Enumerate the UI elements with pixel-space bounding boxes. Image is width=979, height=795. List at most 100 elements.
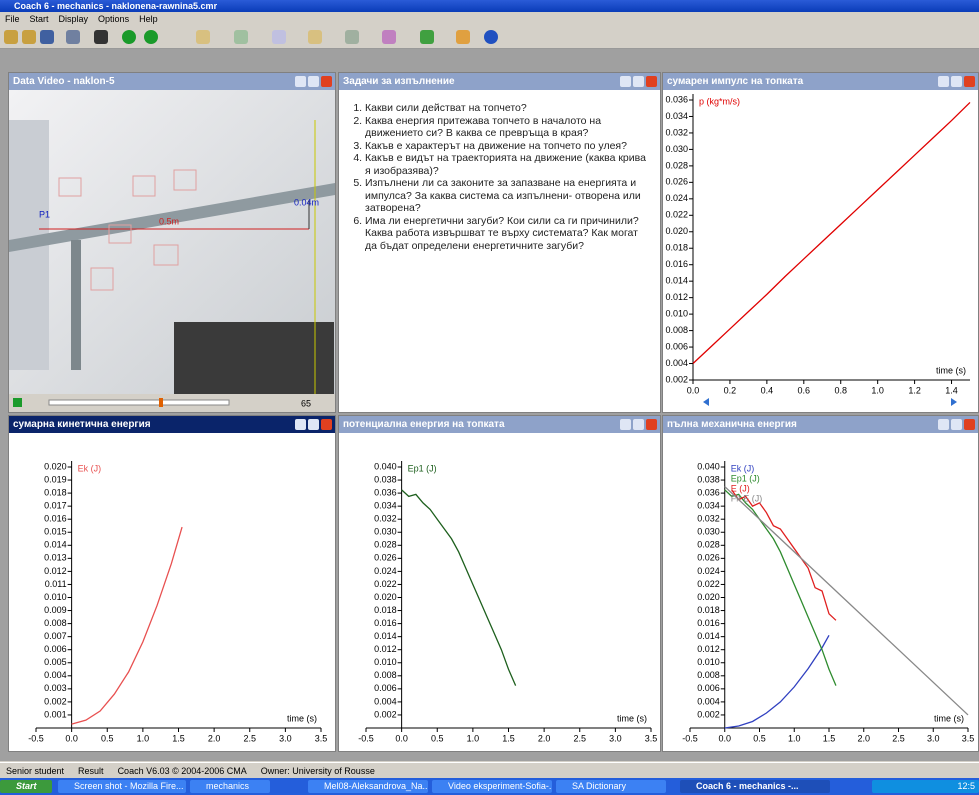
x-tick-label: 1.2 bbox=[908, 385, 921, 395]
y-tick-label: 0.014 bbox=[665, 276, 688, 286]
scroll-arrow[interactable] bbox=[951, 398, 957, 406]
tool-button[interactable] bbox=[22, 30, 36, 44]
x-tick-label: 1.5 bbox=[502, 733, 515, 743]
y-tick-label: 0.032 bbox=[665, 127, 688, 137]
tool-button[interactable] bbox=[272, 30, 286, 44]
x-axis-label: time (s) bbox=[287, 713, 317, 723]
task-button[interactable]: Screen shot - Mozilla Fire... bbox=[58, 780, 186, 793]
y-tick-label: 0.001 bbox=[44, 709, 67, 719]
y-tick-label: 0.034 bbox=[374, 501, 397, 511]
tool-button[interactable] bbox=[66, 30, 80, 44]
panel-title: потенциална енергия на топката bbox=[343, 419, 505, 430]
y-tick-label: 0.018 bbox=[697, 605, 720, 615]
tool-button[interactable] bbox=[345, 30, 359, 44]
tool-button[interactable] bbox=[420, 30, 434, 44]
y-tick-label: 0.010 bbox=[665, 308, 688, 318]
task-button[interactable]: SA Dictionary bbox=[556, 780, 666, 793]
tool-button[interactable] bbox=[122, 30, 136, 44]
y-tick-label: 0.018 bbox=[665, 243, 688, 253]
y-tick-label: 0.016 bbox=[44, 514, 67, 524]
tool-button[interactable] bbox=[40, 30, 54, 44]
button[interactable] bbox=[308, 76, 319, 87]
menu-item[interactable]: Help bbox=[139, 14, 158, 24]
x-tick-label: 3.5 bbox=[962, 733, 975, 743]
button[interactable] bbox=[951, 419, 962, 430]
y-tick-label: 0.008 bbox=[697, 670, 720, 680]
tool-button[interactable] bbox=[94, 30, 108, 44]
button[interactable] bbox=[295, 419, 306, 430]
y-tick-label: 0.014 bbox=[44, 540, 67, 550]
task-button[interactable]: mechanics bbox=[190, 780, 270, 793]
data-line bbox=[402, 490, 516, 686]
y-tick-label: 0.020 bbox=[374, 592, 397, 602]
tool-button[interactable] bbox=[382, 30, 396, 44]
slider[interactable] bbox=[49, 400, 229, 405]
task-button[interactable]: Video eksperiment-Sofia-... bbox=[432, 780, 552, 793]
y-tick-label: 0.034 bbox=[697, 501, 720, 511]
close-button[interactable] bbox=[646, 76, 657, 87]
legend-label: p (kg*m/s) bbox=[699, 96, 740, 106]
close-button[interactable] bbox=[321, 76, 332, 87]
y-tick-label: 0.030 bbox=[665, 144, 688, 154]
x-tick-label: 1.5 bbox=[172, 733, 185, 743]
x-tick-label: 2.5 bbox=[243, 733, 256, 743]
menu-item[interactable]: File bbox=[5, 14, 20, 24]
button[interactable] bbox=[938, 76, 949, 87]
panel-title: сумарна кинетична енергия bbox=[13, 419, 151, 430]
button[interactable] bbox=[620, 76, 631, 87]
scroll-arrow[interactable] bbox=[703, 398, 709, 406]
x-tick-label: 3.0 bbox=[609, 733, 622, 743]
close-button[interactable] bbox=[964, 419, 975, 430]
button[interactable] bbox=[633, 419, 644, 430]
tool-button[interactable] bbox=[234, 30, 248, 44]
y-tick-label: 0.007 bbox=[44, 631, 67, 641]
play-button[interactable] bbox=[13, 398, 22, 407]
button[interactable] bbox=[951, 76, 962, 87]
y-tick-label: 0.036 bbox=[374, 487, 397, 497]
y-tick-label: 0.019 bbox=[44, 474, 67, 484]
menu-item[interactable]: Start bbox=[30, 14, 49, 24]
tool-button[interactable] bbox=[196, 30, 210, 44]
start-button[interactable]: Start bbox=[0, 780, 52, 793]
x-tick-label: 3.5 bbox=[315, 733, 328, 743]
x-tick-label: -0.5 bbox=[28, 733, 44, 743]
x-tick-label: 0.5 bbox=[753, 733, 766, 743]
y-tick-label: 0.036 bbox=[665, 94, 688, 104]
button[interactable] bbox=[295, 76, 306, 87]
close-button[interactable] bbox=[646, 419, 657, 430]
button[interactable] bbox=[938, 419, 949, 430]
task-button[interactable]: Mel08-Aleksandrova_Na... bbox=[308, 780, 428, 793]
button[interactable] bbox=[620, 419, 631, 430]
tool-button[interactable] bbox=[456, 30, 470, 44]
panel-header: пълна механична енергия bbox=[663, 416, 978, 433]
length-label: 0.5m bbox=[159, 216, 179, 226]
legend-label: Ep1 (J) bbox=[731, 473, 760, 483]
y-tick-label: 0.032 bbox=[374, 514, 397, 524]
y-tick-label: 0.026 bbox=[374, 553, 397, 563]
panel-header: сумарен импулс на топката bbox=[663, 73, 978, 90]
close-button[interactable] bbox=[321, 419, 332, 430]
x-axis-label: time (s) bbox=[934, 713, 964, 723]
x-tick-label: 3.5 bbox=[645, 733, 658, 743]
y-tick-label: 0.020 bbox=[665, 226, 688, 236]
menu-item[interactable]: Options bbox=[98, 14, 129, 24]
y-tick-label: 0.008 bbox=[665, 325, 688, 335]
close-button[interactable] bbox=[964, 76, 975, 87]
data-line bbox=[732, 490, 836, 621]
slider-thumb[interactable] bbox=[159, 398, 163, 407]
status-text: Owner: University of Rousse bbox=[261, 766, 375, 776]
help-button[interactable] bbox=[484, 30, 498, 44]
tool-button[interactable] bbox=[308, 30, 322, 44]
button[interactable] bbox=[633, 76, 644, 87]
task: Изпълнени ли са законите за запазване на… bbox=[365, 177, 652, 215]
task-button[interactable]: Coach 6 - mechanics -... bbox=[680, 780, 830, 793]
menu-item[interactable]: Display bbox=[59, 14, 89, 24]
y-tick-label: 0.018 bbox=[44, 487, 67, 497]
x-axis-label: time (s) bbox=[617, 713, 647, 723]
tool-button[interactable] bbox=[4, 30, 18, 44]
tool-button[interactable] bbox=[144, 30, 158, 44]
status-text: Result bbox=[78, 766, 104, 776]
button[interactable] bbox=[308, 419, 319, 430]
